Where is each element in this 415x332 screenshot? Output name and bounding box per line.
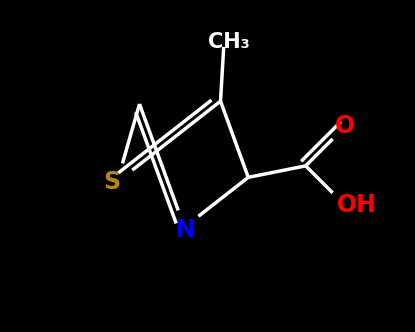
Text: O: O [335, 114, 355, 138]
Text: S: S [103, 170, 121, 194]
Text: OH: OH [337, 194, 377, 217]
Text: N: N [176, 218, 195, 242]
Text: CH₃: CH₃ [208, 32, 250, 52]
